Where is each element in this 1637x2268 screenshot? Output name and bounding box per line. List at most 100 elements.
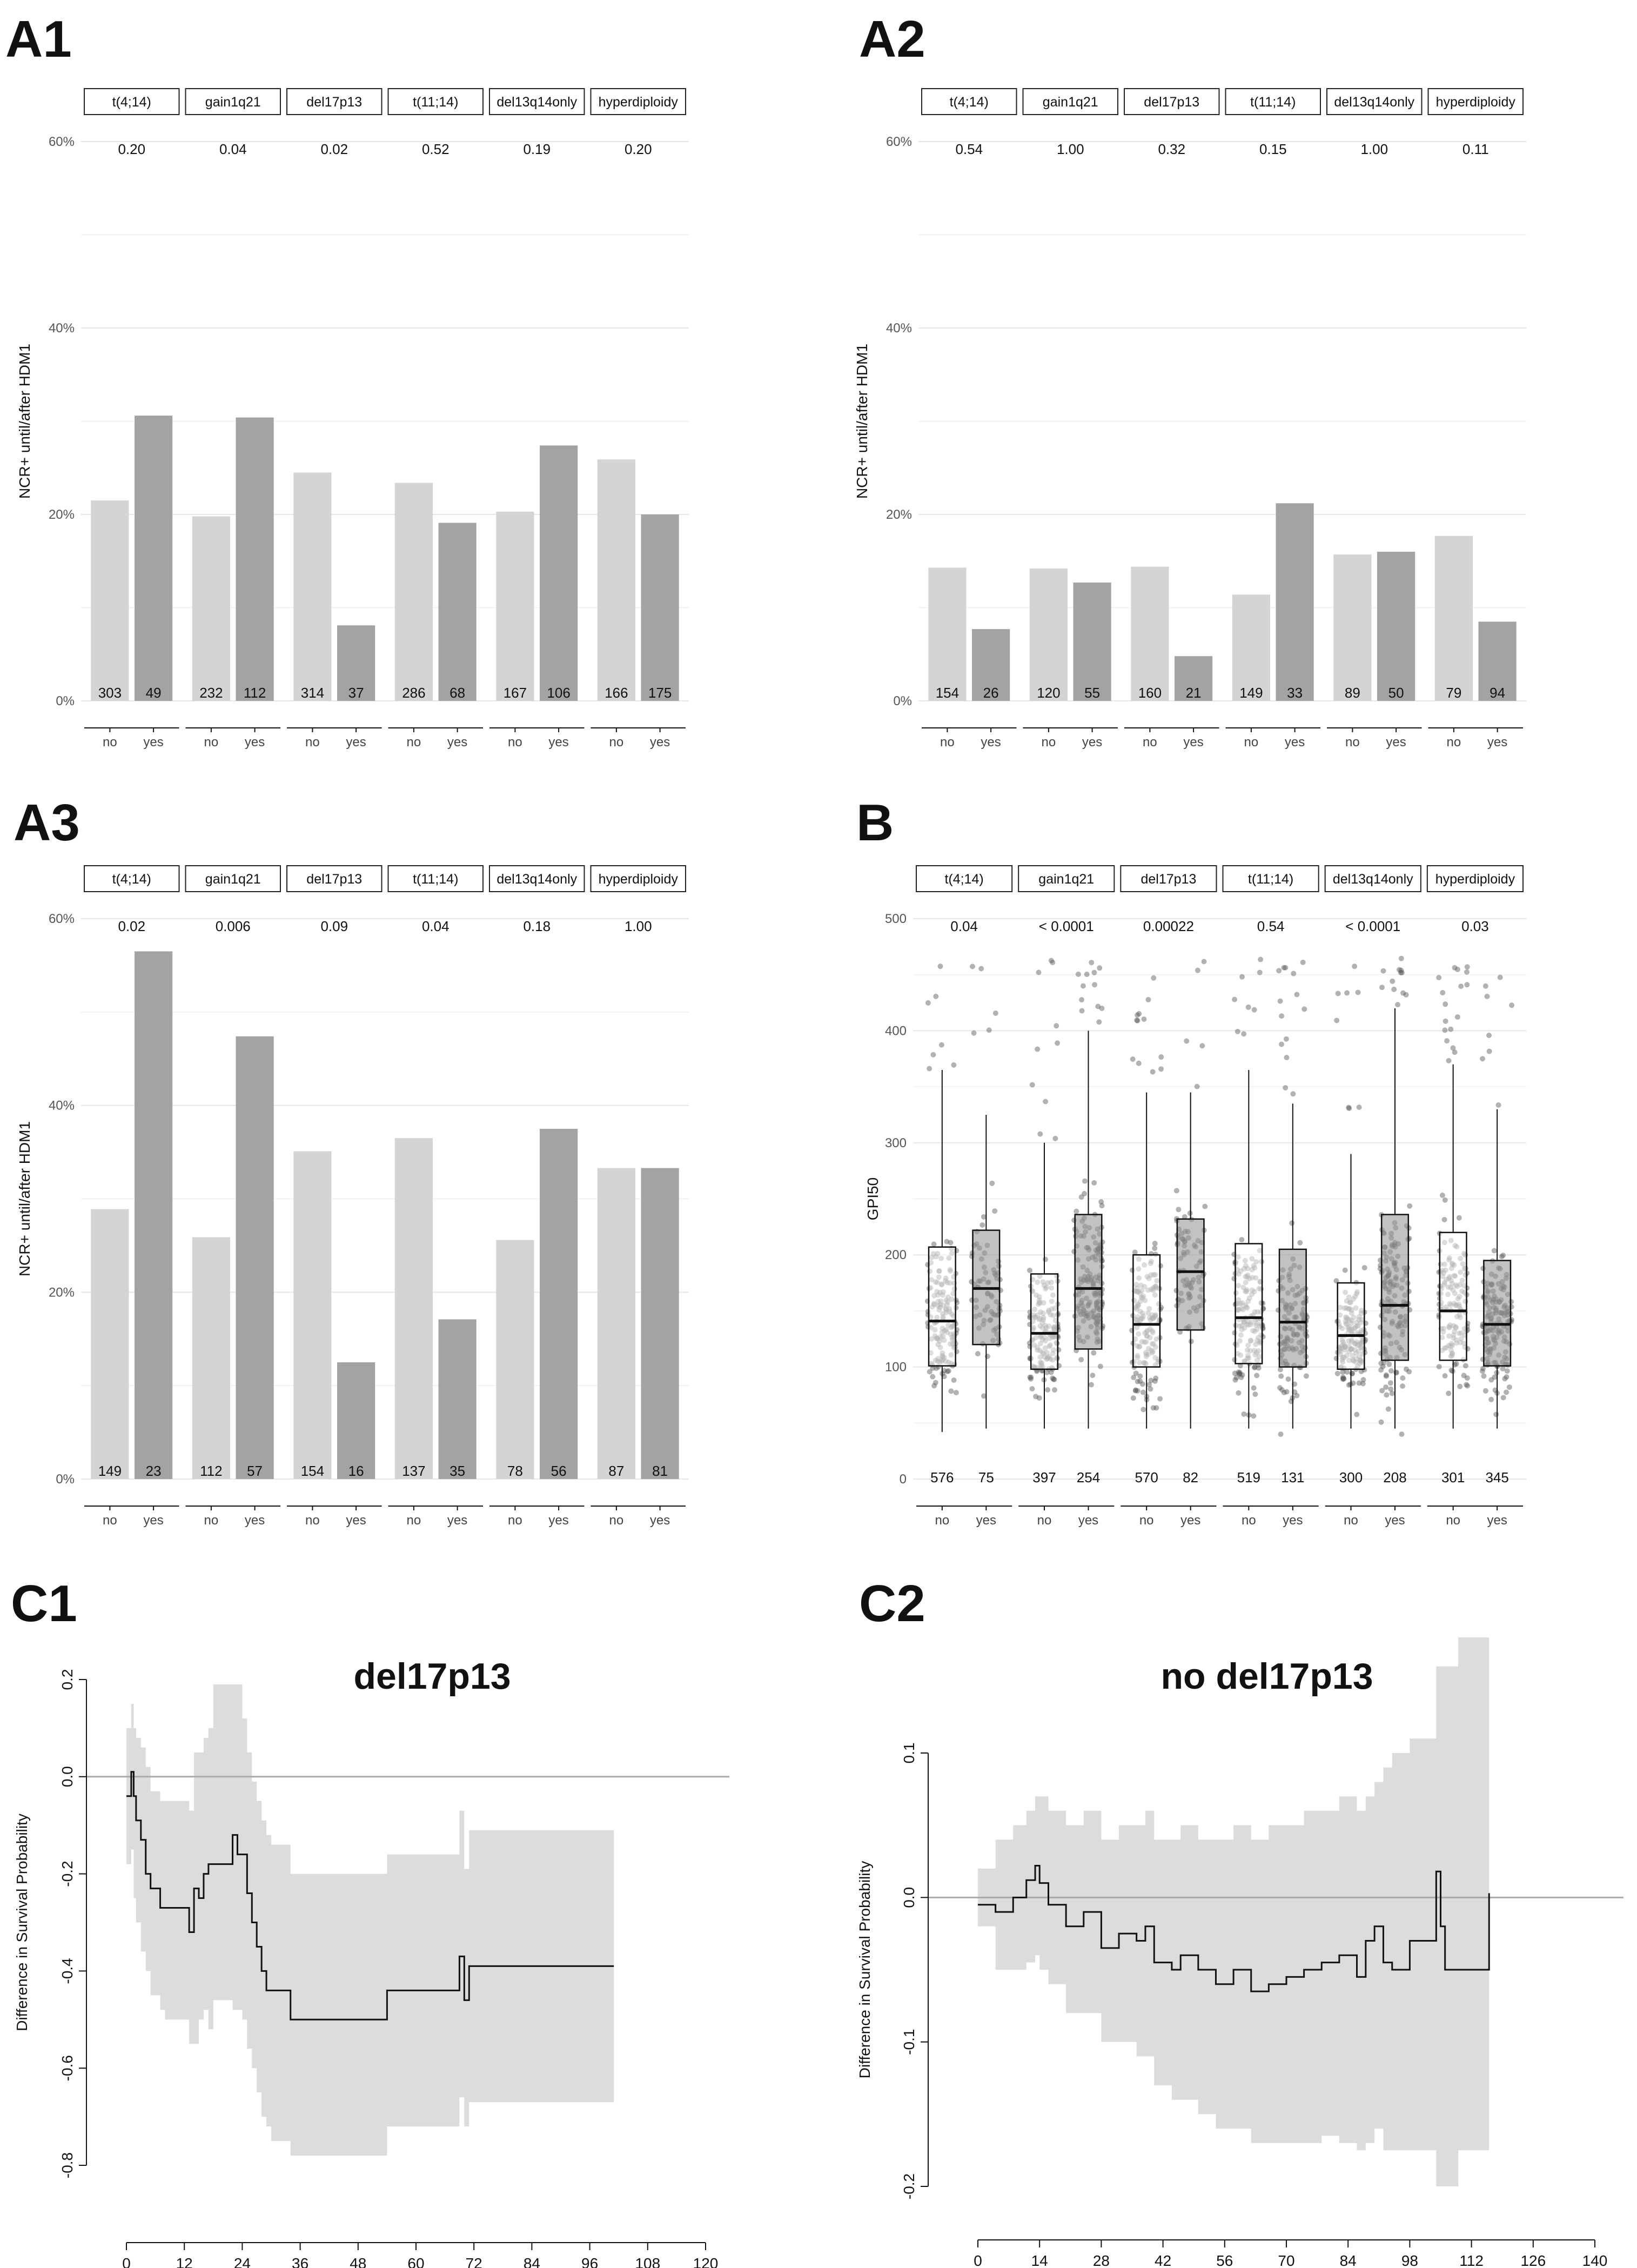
data-point — [1387, 1380, 1393, 1386]
facet-label: del17p13 — [306, 95, 362, 110]
y-tick-label: -0.2 — [901, 2173, 917, 2199]
data-point — [1132, 1249, 1138, 1255]
data-point — [1052, 1135, 1058, 1141]
bar-yes — [236, 417, 274, 701]
count-label: 301 — [1441, 1469, 1465, 1486]
data-point — [1150, 1405, 1156, 1411]
category-label: yes — [1285, 735, 1305, 750]
count-label: 112 — [244, 685, 266, 701]
category-label: no — [1143, 735, 1157, 750]
p-value-label: 0.20 — [118, 141, 145, 157]
category-label: no — [407, 735, 421, 750]
facet-label: t(4;14) — [950, 95, 989, 110]
bar-yes — [337, 625, 375, 701]
data-point — [1241, 1411, 1247, 1417]
data-point — [1146, 1382, 1152, 1388]
data-point — [1462, 1363, 1468, 1369]
data-point — [1036, 969, 1042, 975]
x-tick-label: 60 — [407, 2255, 424, 2268]
data-point — [1153, 1375, 1159, 1381]
p-value-label: 0.19 — [523, 141, 551, 157]
data-point — [944, 1239, 950, 1245]
data-point — [1028, 1374, 1034, 1380]
data-point — [1344, 990, 1350, 996]
category-label: no — [1447, 735, 1461, 750]
data-point — [1153, 1405, 1159, 1411]
data-point — [1398, 969, 1404, 975]
data-point — [1452, 1049, 1458, 1055]
p-value-label: 1.00 — [1360, 141, 1388, 157]
data-point — [1500, 1366, 1506, 1371]
data-point — [1133, 1370, 1139, 1376]
bar-yes — [641, 1168, 679, 1479]
data-point — [1450, 1045, 1456, 1051]
data-point — [1384, 1392, 1390, 1398]
facet-label: hyperdiploidy — [1436, 95, 1516, 110]
facet-strip — [84, 88, 180, 115]
y-tick-label: 0.2 — [59, 1669, 76, 1690]
category-label: yes — [1183, 735, 1203, 750]
data-point — [1152, 1245, 1158, 1251]
data-point — [1079, 1008, 1085, 1014]
data-point — [1099, 1203, 1105, 1209]
y-tick-label: 20% — [886, 507, 912, 522]
category-label: yes — [245, 1513, 265, 1528]
data-point — [1027, 1267, 1032, 1273]
box-no — [1030, 1273, 1059, 1370]
data-point — [1098, 1199, 1104, 1205]
category-label: no — [940, 735, 955, 750]
data-point — [981, 1214, 987, 1220]
facet-strip — [1324, 865, 1421, 892]
facet-label: t(4;14) — [112, 872, 151, 887]
data-point — [1036, 1395, 1042, 1401]
data-point — [1258, 956, 1264, 962]
x-tick-label: 84 — [524, 2255, 540, 2268]
data-point — [1132, 1388, 1138, 1394]
y-tick-label: 40% — [886, 321, 912, 336]
data-point — [1492, 1387, 1498, 1393]
p-value-label: 0.32 — [1158, 141, 1185, 157]
data-point — [1492, 1374, 1498, 1380]
data-point — [989, 1180, 995, 1186]
y-tick-label: 60% — [49, 135, 75, 149]
bar-no — [394, 1138, 433, 1479]
facet-strip — [916, 865, 1013, 892]
y-tick-label: -0.1 — [901, 2029, 917, 2055]
count-label: 55 — [1084, 685, 1100, 701]
data-point — [1442, 1197, 1448, 1203]
category-label: no — [1345, 735, 1360, 750]
chart-a3: 0% 20% 40% 60% NCR+ until/after HDM1 t(4;14) 0… — [16, 865, 689, 1528]
facet-strip — [1018, 865, 1115, 892]
data-point — [1289, 1220, 1295, 1226]
y-tick-label: -0.6 — [59, 2055, 76, 2081]
count-label: 286 — [402, 685, 425, 701]
data-point — [1277, 998, 1283, 1004]
facet-strip — [590, 865, 686, 892]
data-point — [1279, 1387, 1285, 1393]
y-axis-label: GPI50 — [864, 1178, 881, 1220]
data-point — [1360, 1377, 1366, 1383]
y-axis-label: Difference in Survival Probability — [856, 1861, 873, 2079]
facet-strip — [1120, 865, 1217, 892]
data-point — [1148, 1377, 1154, 1383]
data-point — [1045, 1387, 1051, 1393]
count-label: 112 — [200, 1463, 222, 1479]
data-point — [1504, 1368, 1510, 1374]
data-point — [1388, 1368, 1394, 1374]
count-label: 166 — [605, 685, 628, 701]
data-point — [1137, 1378, 1143, 1384]
data-point — [1254, 1373, 1260, 1379]
data-point — [1400, 1375, 1406, 1381]
data-point — [1502, 1376, 1508, 1382]
count-label: 131 — [1281, 1469, 1304, 1486]
category-label: yes — [548, 1513, 568, 1528]
data-point — [1381, 1360, 1387, 1366]
facet-label: gain1q21 — [1038, 872, 1094, 887]
data-point — [1303, 1373, 1309, 1379]
data-point — [941, 1374, 947, 1380]
count-label: 137 — [402, 1463, 425, 1479]
facet-label: del13q14only — [497, 872, 577, 887]
data-point — [1044, 1369, 1050, 1375]
data-point — [1135, 1012, 1140, 1018]
data-point — [933, 993, 939, 999]
